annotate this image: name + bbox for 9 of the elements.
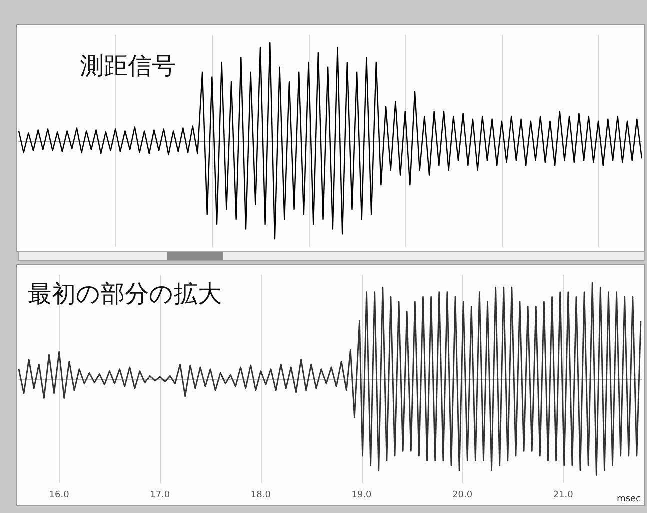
x-tick-label: 20.0 — [452, 490, 473, 500]
x-tick-label: 21.0 — [553, 490, 574, 500]
x-tick-label: 19.0 — [352, 490, 372, 500]
chart-title: 最初の部分の拡大 — [28, 280, 222, 308]
x-tick-label: 18.0 — [250, 490, 272, 500]
x-tick-label: 16.0 — [49, 490, 70, 500]
x-axis-title: msec — [617, 494, 642, 504]
x-tick-label: 17.0 — [150, 490, 170, 500]
chart-title: 測距信号 — [80, 52, 176, 80]
